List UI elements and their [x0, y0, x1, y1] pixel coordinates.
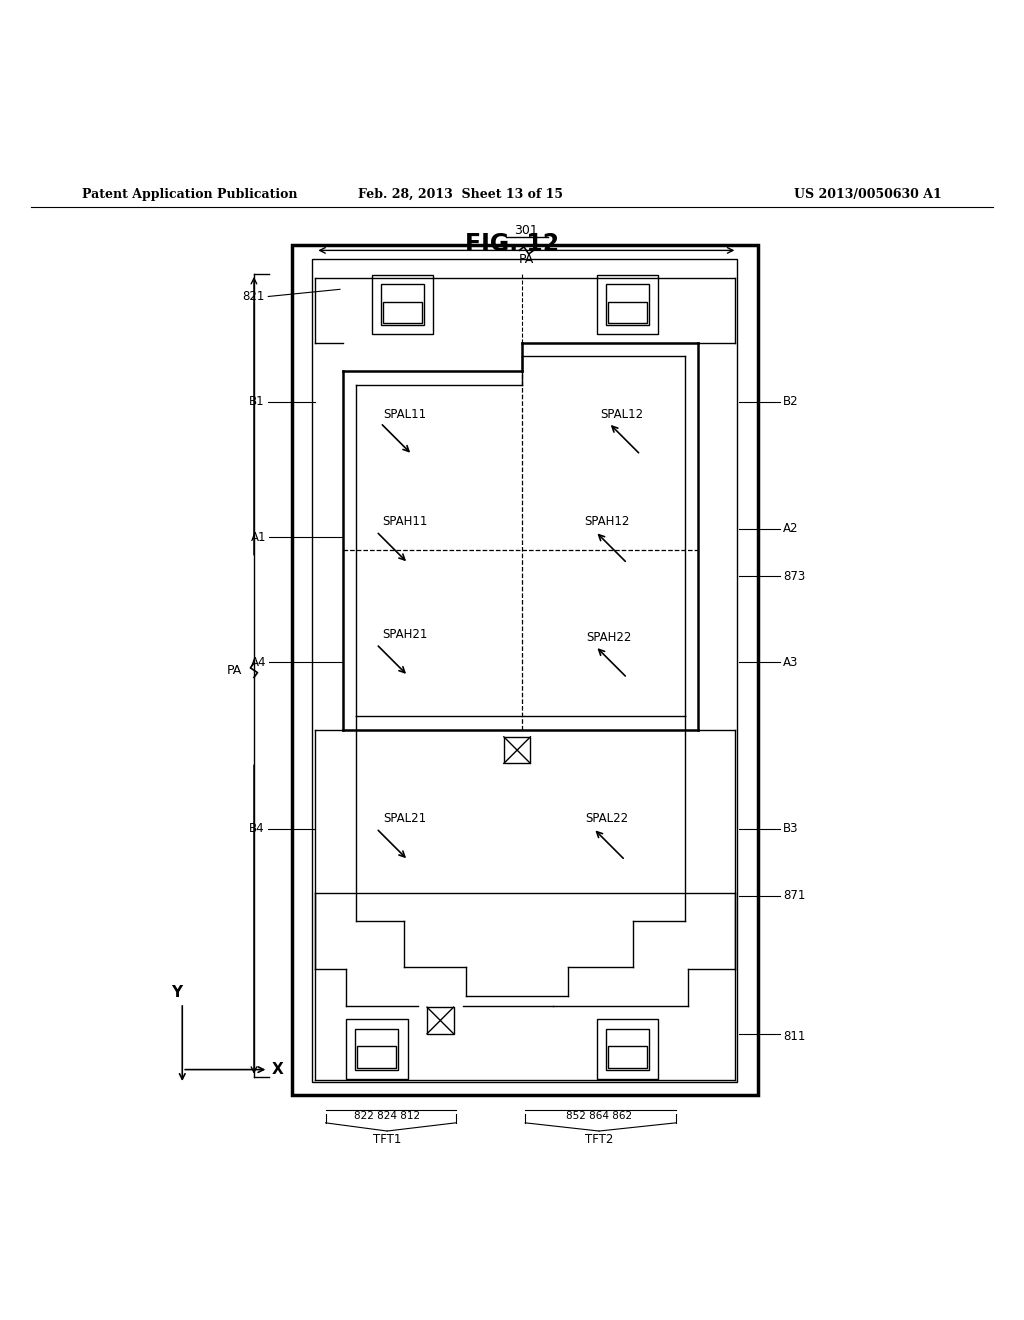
Text: Patent Application Publication: Patent Application Publication: [82, 187, 297, 201]
Bar: [372, 275, 433, 334]
Text: SPAH11: SPAH11: [382, 515, 427, 528]
Text: 871: 871: [783, 890, 806, 902]
Text: SPAH12: SPAH12: [585, 515, 630, 528]
Text: PA: PA: [519, 253, 534, 267]
Bar: [606, 284, 649, 325]
Text: A2: A2: [783, 523, 799, 536]
Bar: [606, 1028, 649, 1069]
Bar: [427, 1007, 454, 1034]
Bar: [312, 259, 737, 1082]
Text: TFT1: TFT1: [373, 1133, 401, 1146]
Bar: [357, 1047, 396, 1068]
Bar: [383, 302, 422, 323]
Text: 301: 301: [514, 224, 539, 238]
Text: SPAL12: SPAL12: [600, 408, 643, 421]
Text: B3: B3: [783, 822, 799, 836]
Text: SPAH21: SPAH21: [382, 628, 427, 642]
Text: Y: Y: [172, 985, 182, 1001]
Text: 873: 873: [783, 569, 806, 582]
Bar: [608, 1047, 647, 1068]
Text: A3: A3: [783, 656, 799, 668]
Text: A4: A4: [251, 656, 266, 668]
Text: Feb. 28, 2013  Sheet 13 of 15: Feb. 28, 2013 Sheet 13 of 15: [358, 187, 563, 201]
Text: TFT2: TFT2: [585, 1133, 613, 1146]
Text: FIG. 12: FIG. 12: [465, 232, 559, 256]
Text: PA: PA: [226, 664, 242, 677]
Text: SPAL21: SPAL21: [383, 812, 426, 825]
Text: SPAL11: SPAL11: [383, 408, 426, 421]
Text: SPAL22: SPAL22: [586, 812, 629, 825]
Text: B2: B2: [783, 396, 799, 408]
Text: 821: 821: [242, 290, 264, 304]
Text: B1: B1: [249, 396, 264, 408]
Bar: [597, 275, 658, 334]
Bar: [292, 246, 758, 1096]
Text: X: X: [271, 1063, 283, 1077]
Bar: [381, 284, 424, 325]
Text: 811: 811: [783, 1031, 806, 1043]
Bar: [346, 1019, 408, 1078]
Text: 822 824 812: 822 824 812: [354, 1110, 420, 1121]
Text: B4: B4: [249, 822, 264, 836]
Text: A1: A1: [251, 531, 266, 544]
Text: US 2013/0050630 A1: US 2013/0050630 A1: [795, 187, 942, 201]
Text: SPAH22: SPAH22: [587, 631, 632, 644]
Bar: [597, 1019, 658, 1078]
Bar: [355, 1028, 398, 1069]
Bar: [504, 737, 530, 763]
Text: 852 864 862: 852 864 862: [566, 1110, 632, 1121]
Bar: [608, 302, 647, 323]
